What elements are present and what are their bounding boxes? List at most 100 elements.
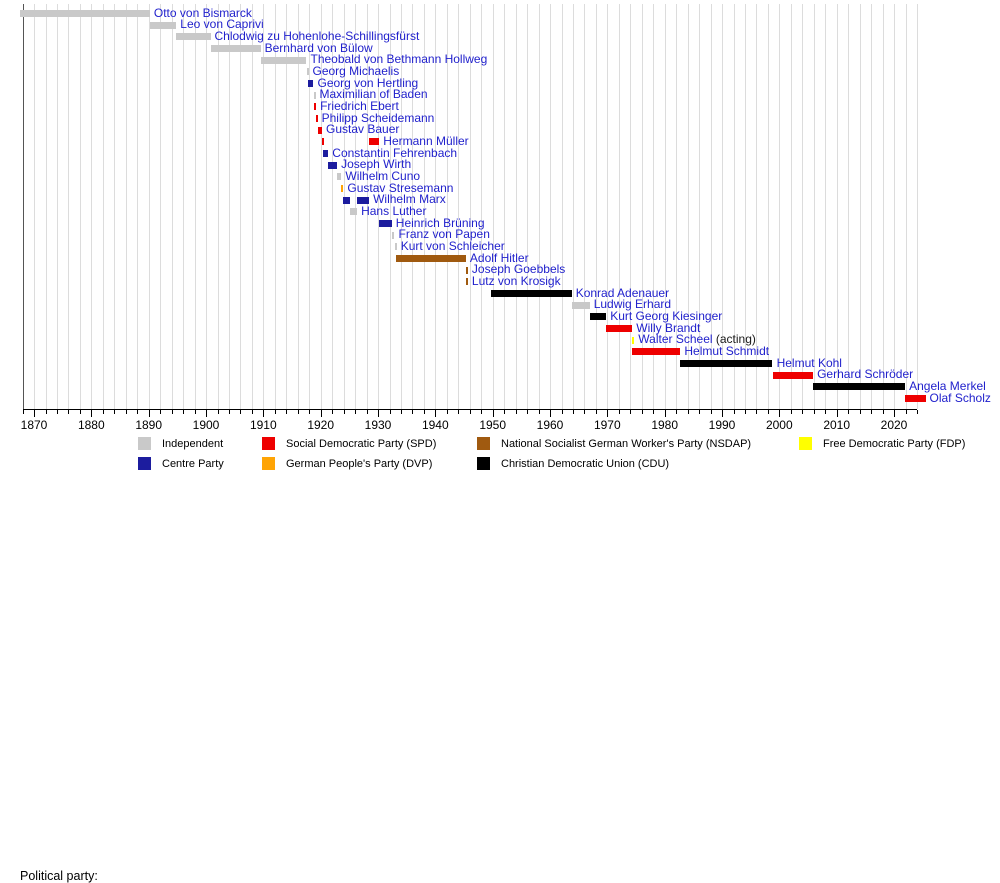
legend-swatch-spd: [262, 437, 275, 450]
chancellor-name-link[interactable]: Chlodwig zu Hohenlohe-Schillingsfürst: [214, 28, 420, 43]
chancellor-name[interactable]: Helmut Kohl: [776, 355, 842, 370]
chancellor-term-bar: [328, 161, 338, 169]
chancellor-name[interactable]: Philipp Scheidemann: [321, 110, 435, 125]
chancellor-name-link[interactable]: Kurt von Schleicher: [400, 238, 505, 253]
x-axis-minor-tick: [114, 410, 116, 414]
gridline: [859, 4, 861, 409]
chancellor-name-link[interactable]: Wilhelm Marx: [373, 193, 446, 206]
x-axis-minor-tick: [813, 410, 815, 414]
chancellor-name[interactable]: Otto von Bismarck: [153, 5, 252, 20]
chancellor-name[interactable]: Willy Brandt: [636, 320, 701, 335]
gridline: [148, 4, 150, 409]
chancellor-name[interactable]: Friedrich Ebert: [320, 98, 399, 113]
chancellor-name[interactable]: Angela Merkel: [909, 378, 986, 393]
chancellor-name-link[interactable]: Heinrich Brüning: [395, 215, 485, 230]
chancellor-name-link[interactable]: Willy Brandt: [636, 320, 701, 335]
chancellor-name[interactable]: Georg Michaelis: [312, 63, 400, 78]
chancellor-name-link[interactable]: Maximilian of Baden: [320, 88, 428, 101]
chancellor-name[interactable]: Maximilian of Baden: [319, 87, 428, 102]
chancellor-name[interactable]: Heinrich Brüning: [395, 215, 485, 230]
x-axis-minor-tick: [790, 410, 792, 414]
chancellor-name-link[interactable]: Kurt Georg Kiesinger: [610, 308, 723, 323]
chancellor-name-link[interactable]: Joseph Wirth: [341, 158, 411, 171]
chancellor-name[interactable]: Helmut Schmidt: [684, 343, 770, 358]
chancellor-name[interactable]: Joseph Goebbels: [471, 262, 566, 277]
chancellor-name[interactable]: Hans Luther: [361, 203, 427, 218]
chancellor-name-link[interactable]: Walter Scheel (acting): [638, 333, 756, 346]
gridline: [435, 4, 437, 409]
chancellor-term-bar: [905, 395, 926, 403]
chancellor-name-link[interactable]: Theobald von Bethmann Hollweg: [311, 53, 488, 66]
chancellor-name-link[interactable]: Hans Luther: [361, 203, 427, 218]
chancellor-name[interactable]: Theobald von Bethmann Hollweg: [310, 52, 488, 67]
chancellor-name[interactable]: Walter Scheel: [638, 332, 713, 347]
x-axis-tick-label: 1930: [364, 418, 392, 432]
x-axis-minor-tick: [515, 410, 517, 414]
chancellor-name-link[interactable]: Leo von Caprivi: [180, 18, 263, 31]
chancellor-name-link[interactable]: Friedrich Ebert: [320, 98, 399, 113]
chancellor-name-link[interactable]: Adolf Hitler: [469, 250, 529, 265]
gridline: [297, 4, 299, 409]
gridline: [423, 4, 425, 409]
chancellor-name[interactable]: Gustav Bauer: [326, 122, 400, 137]
x-axis-tick-label: 1970: [593, 418, 621, 432]
chancellor-name[interactable]: Kurt Georg Kiesinger: [610, 308, 723, 323]
x-axis-tick-label: 2000: [765, 418, 793, 432]
chancellor-name-link[interactable]: Ludwig Erhard: [594, 298, 671, 311]
x-axis-minor-tick: [68, 410, 70, 414]
chancellor-name-link[interactable]: Helmut Kohl: [776, 355, 842, 370]
chancellor-name[interactable]: Kurt von Schleicher: [400, 238, 505, 253]
chancellor-name-link[interactable]: Philipp Scheidemann: [321, 110, 435, 125]
chancellor-name-link[interactable]: Constantin Fehrenbach: [332, 145, 458, 160]
x-axis-minor-tick: [676, 410, 678, 414]
chancellor-name-link[interactable]: Olaf Scholz: [929, 390, 991, 405]
gridline: [894, 4, 895, 409]
timeline-chart: 1870 1880 1890 1900 1910 1920 1930 1940 1950 1960…: [0, 0, 1000, 432]
gridline: [240, 4, 242, 409]
gridline: [355, 4, 357, 409]
chancellor-name[interactable]: Wilhelm Cuno: [345, 168, 421, 183]
chancellor-name-link[interactable]: Georg von Hertling: [317, 75, 419, 90]
chancellor-name[interactable]: Gustav Stresemann: [347, 180, 454, 195]
chancellor-name[interactable]: Gerhard Schröder: [817, 367, 914, 382]
chancellor-name[interactable]: Franz von Papen: [398, 227, 490, 242]
gridline: [446, 4, 448, 409]
chancellor-name-link[interactable]: Franz von Papen: [399, 228, 490, 241]
chancellor-name[interactable]: Wilhelm Marx: [373, 192, 446, 207]
chancellor-name[interactable]: Lutz von Krosigk: [471, 273, 561, 288]
chancellor-name-link[interactable]: Gustav Bauer: [326, 123, 399, 136]
chancellor-name-link[interactable]: Otto von Bismarck: [153, 5, 252, 20]
chancellor-name[interactable]: Leo von Caprivi: [180, 17, 264, 32]
chancellor-name-link[interactable]: Joseph Goebbels: [472, 263, 565, 276]
chancellor-name-link[interactable]: Georg Michaelis: [312, 63, 400, 78]
gridline: [251, 4, 253, 409]
chancellor-name-link[interactable]: Hermann Müller: [383, 133, 469, 148]
chancellor-name[interactable]: Chlodwig zu Hohenlohe-Schillingsfürst: [214, 28, 420, 43]
chancellor-name-link[interactable]: Helmut Schmidt: [684, 343, 770, 358]
gridline: [871, 4, 873, 409]
chancellor-name[interactable]: Adolf Hitler: [469, 250, 529, 265]
chancellor-name-link[interactable]: Gustav Stresemann: [347, 180, 454, 195]
chancellor-name-link[interactable]: Lutz von Krosigk: [471, 273, 561, 288]
gridline: [114, 4, 116, 409]
legend-label-centre: Centre Party: [162, 458, 224, 470]
chancellor-name-link[interactable]: Bernhard von Bülow: [264, 40, 373, 55]
chancellor-name[interactable]: Georg von Hertling: [317, 75, 419, 90]
gridline: [641, 4, 643, 409]
x-axis-minor-tick: [240, 410, 242, 414]
chancellor-name[interactable]: Olaf Scholz: [929, 390, 991, 405]
chancellor-name-link[interactable]: Gerhard Schröder: [817, 368, 913, 381]
chancellor-term-bar: [369, 138, 380, 146]
gridline: [744, 4, 746, 409]
chancellor-name[interactable]: Constantin Fehrenbach: [332, 145, 458, 160]
chancellor-name-link[interactable]: Angela Merkel: [909, 378, 986, 393]
gridline: [400, 4, 402, 409]
chancellor-name-link[interactable]: Konrad Adenauer: [575, 285, 670, 300]
chancellor-name[interactable]: Ludwig Erhard: [593, 297, 672, 312]
chancellor-name[interactable]: Hermann Müller: [383, 133, 469, 148]
x-axis-minor-tick: [297, 410, 299, 414]
chancellor-name-link[interactable]: Wilhelm Cuno: [345, 168, 421, 183]
chancellor-name[interactable]: Konrad Adenauer: [575, 285, 670, 300]
chancellor-name[interactable]: Joseph Wirth: [341, 157, 412, 172]
chancellor-name[interactable]: Bernhard von Bülow: [264, 40, 373, 55]
